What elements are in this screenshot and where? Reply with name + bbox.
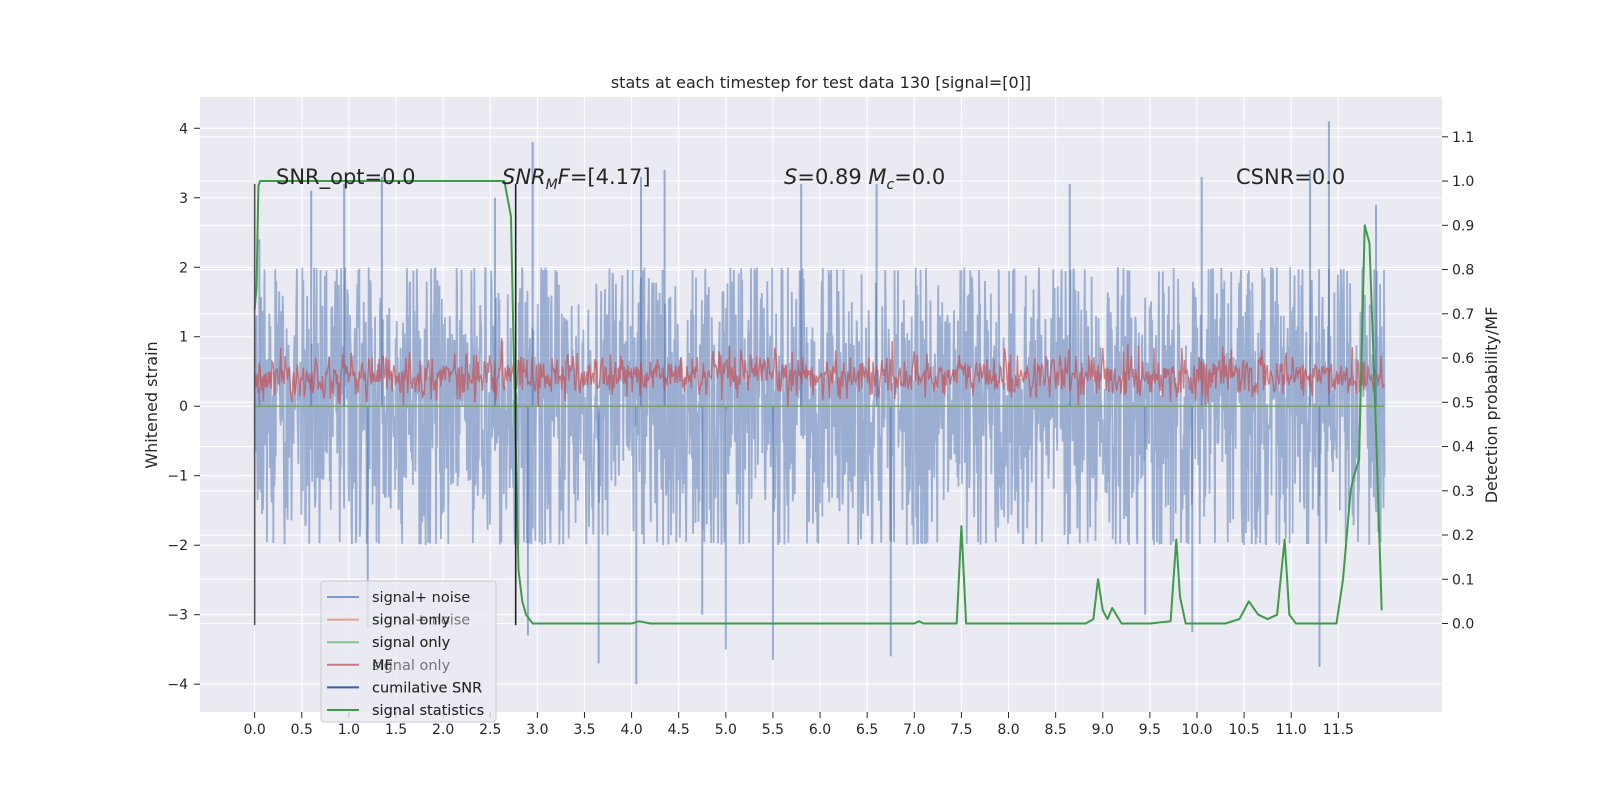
series-signal-noise: [253, 267, 1386, 546]
y-tick-label: 1: [179, 330, 188, 346]
x-tick-label: 7.0: [903, 722, 925, 738]
y2-tick-label: 0.2: [1452, 528, 1474, 544]
x-tick-label: 11.0: [1276, 722, 1307, 738]
legend-label: signal only: [372, 613, 451, 629]
legend-label: signal only: [372, 635, 451, 651]
x-tick-label: 8.5: [1045, 722, 1067, 738]
legend-label: signal statistics: [372, 703, 484, 719]
y2-tick-label: 0.4: [1452, 440, 1474, 456]
axis-ticks: 0.0 0.5 1.0 1.5 2.0 2.5 3.0 3.5 4.0 4.5 5.0 5.5 6.0 6…: [167, 121, 1474, 738]
x-tick-label: 5.0: [715, 722, 737, 738]
legend-ghost-label: signal+ noise: [372, 613, 470, 629]
x-tick-label: 1.5: [385, 722, 407, 738]
y2-tick-label: 0.9: [1452, 218, 1474, 234]
x-tick-label: 5.5: [762, 722, 784, 738]
y2-tick-label: 0.8: [1452, 263, 1474, 279]
y-tick-label: −1: [167, 469, 188, 485]
x-tick-label: 1.0: [338, 722, 360, 738]
annotations: SNR_opt=0.0 SNRMF=[4.17] S=0.89 Mc=0.0 C…: [276, 165, 1345, 193]
y2-tick-label: 1.1: [1452, 130, 1474, 146]
legend-label: MF: [372, 658, 393, 674]
series-signal-statistics: [253, 180, 1383, 625]
legend-ghost-label: cumilative SNR: [372, 680, 482, 696]
x-tick-label: 7.5: [950, 722, 972, 738]
x-tick-label: 8.0: [997, 722, 1019, 738]
y-tick-label: 2: [179, 260, 188, 276]
x-tick-label: 0.0: [244, 722, 266, 738]
x-tick-label: 11.5: [1323, 722, 1354, 738]
y-tick-label: −3: [167, 608, 188, 624]
x-tick-label: 4.5: [668, 722, 690, 738]
chart-title: stats at each timestep for test data 130…: [611, 73, 1031, 92]
legend-box: [320, 580, 497, 723]
annotation-snr-mf: SNRMF=[4.17]: [502, 165, 651, 193]
x-tick-label: 6.0: [809, 722, 831, 738]
y2-tick-label: 0.6: [1452, 351, 1474, 367]
y2-tick-label: 0.7: [1452, 307, 1474, 323]
y-tick-label: −2: [167, 538, 188, 554]
x-tick-label: 9.5: [1139, 722, 1161, 738]
y2-tick-label: 0.3: [1452, 484, 1474, 500]
x-tick-label: 3.5: [573, 722, 595, 738]
y-tick-label: 3: [179, 191, 188, 207]
data-layer: [253, 121, 1386, 685]
annotation-csnr: CSNR=0.0: [1236, 165, 1345, 189]
x-tick-label: 2.0: [432, 722, 454, 738]
annotation-s-mc: S=0.89 Mc=0.0: [784, 165, 945, 193]
x-tick-label: 3.0: [526, 722, 548, 738]
y2-tick-label: 0.1: [1452, 572, 1474, 588]
annotation-snr-opt: SNR_opt=0.0: [276, 165, 416, 190]
y2-axis-label: Detection probability/MF: [1482, 307, 1501, 504]
y2-tick-label: 0.5: [1452, 395, 1474, 411]
y2-tick-label: 1.0: [1452, 174, 1474, 190]
legend-ghost-label: signal only: [372, 635, 451, 651]
series-mf: [253, 338, 1386, 407]
x-tick-label: 10.0: [1181, 722, 1212, 738]
legend-ghost-label: signal only: [372, 658, 451, 674]
x-tick-label: 6.5: [856, 722, 878, 738]
y-tick-label: 4: [179, 121, 188, 137]
legend-label: cumilative SNR: [372, 680, 482, 696]
y-tick-label: −4: [167, 677, 188, 693]
marker-layer: [253, 183, 517, 626]
x-tick-label: 4.0: [620, 722, 642, 738]
y2-tick-label: 0.0: [1452, 617, 1474, 633]
y-axis-label: Whitened strain: [142, 341, 161, 468]
x-tick-label: 9.0: [1092, 722, 1114, 738]
y-tick-label: 0: [179, 399, 188, 415]
legend-label: signal+ noise: [372, 590, 470, 606]
x-tick-label: 2.5: [479, 722, 501, 738]
x-tick-label: 10.5: [1229, 722, 1260, 738]
legend-ghost-label: signal statistics: [372, 703, 484, 719]
x-tick-label: 0.5: [291, 722, 313, 738]
